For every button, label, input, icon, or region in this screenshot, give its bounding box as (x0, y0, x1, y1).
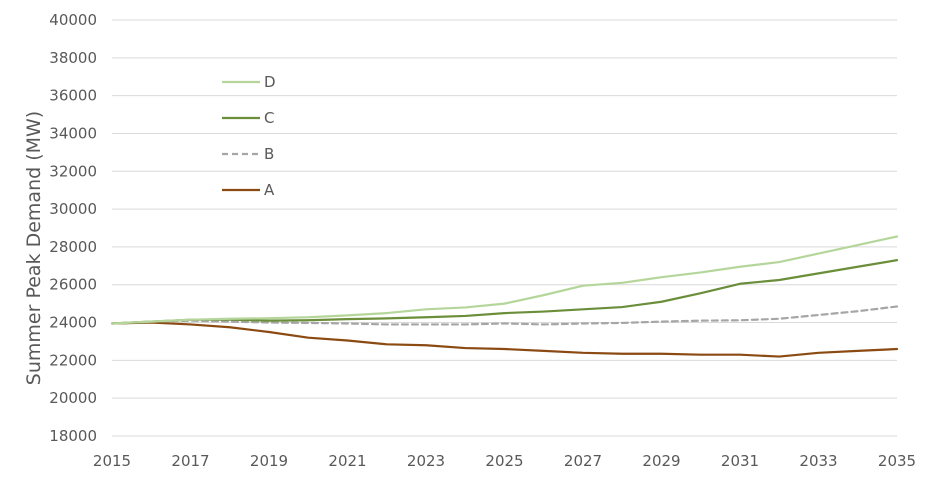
y-tick-label: 28000 (49, 238, 97, 256)
x-tick-label: 2027 (564, 452, 602, 470)
y-tick-label: 30000 (49, 200, 97, 218)
y-axis-tick-labels: 18000 20000 22000 24000 26000 28000 30000 32000… (49, 11, 97, 445)
y-tick-label: 26000 (49, 276, 97, 294)
legend-label: B (264, 145, 274, 163)
x-tick-label: 2035 (878, 452, 916, 470)
x-tick-label: 2025 (485, 452, 523, 470)
series-lines (110, 235, 899, 358)
y-axis-label: Summer Peak Demand (MW) (23, 111, 45, 385)
x-tick-label: 2017 (171, 452, 209, 470)
x-tick-label: 2031 (721, 452, 759, 470)
x-tick-label: 2019 (250, 452, 288, 470)
legend-label: A (264, 181, 275, 199)
y-tick-label: 20000 (49, 389, 97, 407)
series-line-a (110, 321, 899, 358)
y-tick-label: 32000 (49, 162, 97, 180)
legend-item-c: C (222, 109, 274, 127)
y-tick-label: 36000 (49, 87, 97, 105)
y-tick-label: 40000 (49, 11, 97, 29)
y-tick-label: 24000 (49, 314, 97, 332)
series-line-c (110, 259, 899, 325)
y-tick-label: 18000 (49, 427, 97, 445)
x-tick-label: 2033 (799, 452, 837, 470)
legend-label: C (264, 109, 274, 127)
legend-item-a: A (222, 181, 275, 199)
gridlines (112, 19, 897, 437)
series-line-b (110, 305, 899, 326)
x-tick-label: 2021 (328, 452, 366, 470)
x-tick-label: 2029 (642, 452, 680, 470)
y-tick-label: 34000 (49, 124, 97, 142)
series-line-d (110, 235, 899, 325)
y-tick-label: 38000 (49, 49, 97, 67)
x-tick-label: 2023 (407, 452, 445, 470)
x-axis-tick-labels: 2015 2017 2019 2021 2023 2025 2027 2029 2031 2033… (93, 452, 916, 470)
legend-label: D (264, 73, 276, 91)
x-tick-label: 2015 (93, 452, 131, 470)
legend-item-d: D (222, 73, 276, 91)
y-tick-label: 22000 (49, 351, 97, 369)
legend-item-b: B (222, 145, 274, 163)
